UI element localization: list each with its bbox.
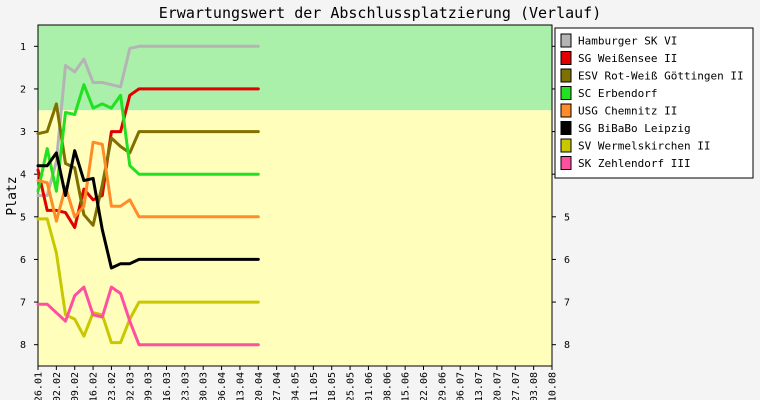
x-tick-label: 23.02 xyxy=(107,372,118,400)
x-tick-label: 25.05 xyxy=(346,372,357,400)
x-tick-label: 26.01 xyxy=(34,372,45,400)
x-tick-label: 09.02 xyxy=(70,372,81,400)
x-tick-label: 23.03 xyxy=(180,372,191,400)
legend: Hamburger SK VI SG Weißensee II ESV Rot-We… xyxy=(554,27,754,179)
y-tick-label-left: 7 xyxy=(20,298,26,309)
y-tick-label-right: 6 xyxy=(564,255,570,266)
x-tick-label: 30.03 xyxy=(199,372,210,400)
legend-label-1: SG Weißensee II xyxy=(578,52,677,65)
y-tick-label-left: 3 xyxy=(20,127,26,138)
y-tick-label-left: 6 xyxy=(20,255,26,266)
legend-swatch-5 xyxy=(560,121,572,135)
legend-label-4: USG Chemnitz II xyxy=(578,105,677,118)
y-tick-label-left: 2 xyxy=(20,84,26,95)
plot-band-0 xyxy=(38,25,552,111)
legend-swatch-0 xyxy=(560,33,572,48)
legend-label-0: Hamburger SK VI xyxy=(578,35,677,48)
y-tick-label-left: 8 xyxy=(20,340,26,351)
series-line-6 xyxy=(36,217,260,345)
x-tick-label: 08.06 xyxy=(382,372,393,400)
x-tick-label: 27.04 xyxy=(272,372,283,400)
y-tick-label-left: 5 xyxy=(20,212,26,223)
series-line-4 xyxy=(36,140,260,223)
legend-label-5: SG BiBaBo Leipzig xyxy=(578,122,691,135)
x-tick-label: 04.05 xyxy=(291,372,302,400)
x-tick-label: 10.08 xyxy=(548,372,559,400)
x-tick-label: 11.05 xyxy=(309,372,320,400)
chart-title: Erwartungswert der Abschlussplatzierung … xyxy=(159,4,602,22)
legend-swatch-1 xyxy=(560,51,572,65)
x-tick-label: 16.03 xyxy=(162,372,173,400)
series-line-0 xyxy=(36,44,260,197)
series-line-3 xyxy=(36,83,260,193)
x-tick-label: 02.02 xyxy=(52,372,63,400)
x-tick-label: 06.04 xyxy=(217,372,228,400)
series-line-5 xyxy=(36,149,260,270)
y-tick-label-left: 4 xyxy=(20,170,26,181)
legend-swatch-7 xyxy=(560,156,572,170)
legend-label-6: SV Wermelskirchen II xyxy=(578,140,710,153)
y-tick-label-right: 5 xyxy=(564,212,570,223)
y-axis-label: Platz xyxy=(5,176,20,215)
legend-label-3: SC Erbendorf xyxy=(578,87,657,100)
legend-swatch-2 xyxy=(560,68,572,83)
x-tick-label: 29.06 xyxy=(437,372,448,400)
series-line-7 xyxy=(36,285,260,347)
y-tick-label-left: 1 xyxy=(20,42,26,53)
legend-swatch-6 xyxy=(560,138,572,153)
x-tick-label: 06.07 xyxy=(456,372,467,400)
plot-band-1 xyxy=(38,110,552,366)
x-tick-label: 18.05 xyxy=(327,372,338,400)
x-tick-label: 01.06 xyxy=(364,372,375,400)
legend-label-7: SK Zehlendorf III xyxy=(578,157,691,170)
legend-swatch-3 xyxy=(560,86,572,100)
x-tick-label: 20.04 xyxy=(254,372,265,400)
x-tick-label: 03.08 xyxy=(529,372,540,400)
y-tick-label-right: 8 xyxy=(564,340,570,351)
x-tick-label: 13.04 xyxy=(235,372,246,400)
x-tick-label: 15.06 xyxy=(401,372,412,400)
series-line-2 xyxy=(36,102,260,227)
legend-label-2: ESV Rot-Weiß Göttingen II xyxy=(578,70,744,83)
x-tick-label: 16.02 xyxy=(89,372,100,400)
x-tick-label: 13.07 xyxy=(474,372,485,400)
y-tick-label-right: 7 xyxy=(564,298,570,309)
plot-area: 112233445566778826.0102.0209.0216.0223.0… xyxy=(20,24,570,400)
x-tick-label: 27.07 xyxy=(511,372,522,400)
series-line-1 xyxy=(36,87,260,229)
x-tick-label: 20.07 xyxy=(492,372,503,400)
x-tick-label: 22.06 xyxy=(419,372,430,400)
legend-box xyxy=(554,27,754,179)
legend-swatch-4 xyxy=(560,103,572,118)
x-tick-label: 09.03 xyxy=(144,372,155,400)
x-tick-label: 02.03 xyxy=(125,372,136,400)
